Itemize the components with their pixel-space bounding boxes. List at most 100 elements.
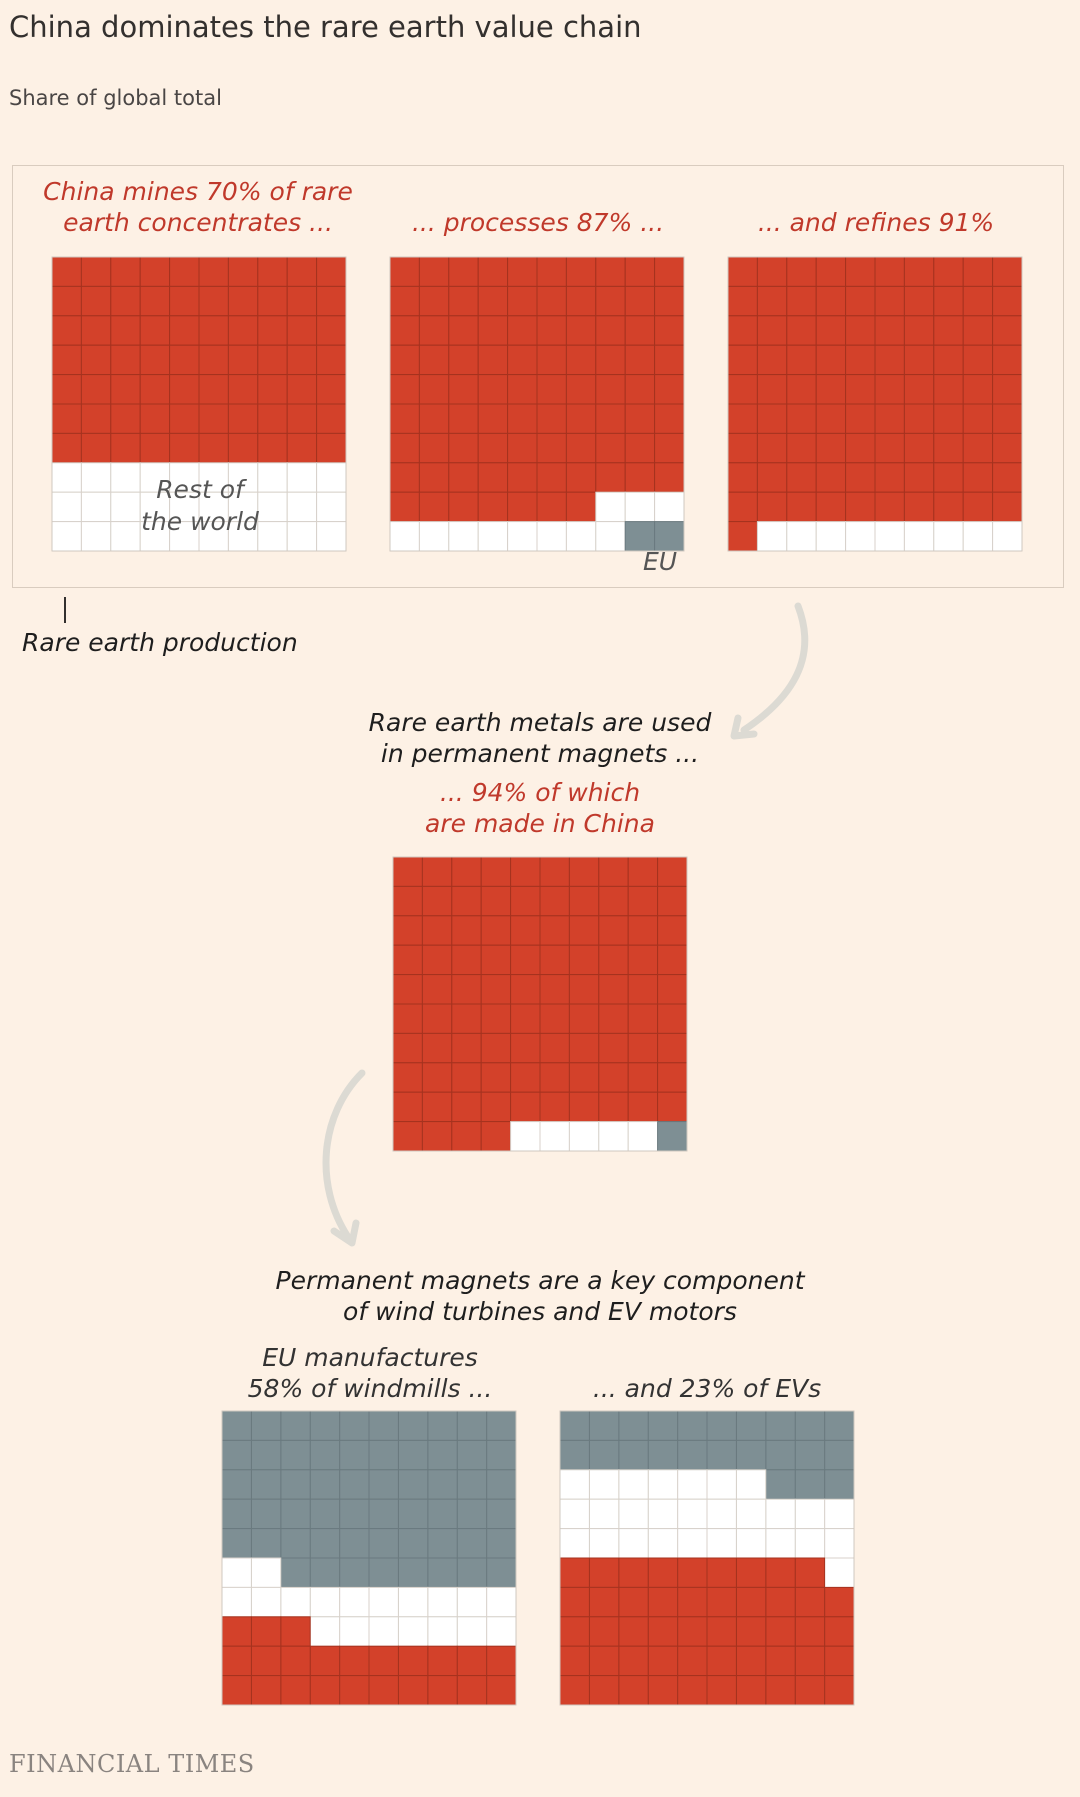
waffle-cell-china bbox=[510, 944, 541, 976]
waffle-cell-rest-of-the-world bbox=[568, 1121, 600, 1152]
production-panel bbox=[12, 165, 1064, 588]
waffle-cell-china bbox=[624, 462, 656, 493]
waffle-cell-china bbox=[392, 1032, 423, 1064]
curved-arrow-icon bbox=[322, 1069, 366, 1247]
waffle-cell-rest-of-the-world bbox=[510, 1121, 541, 1152]
waffle-cell-china bbox=[933, 403, 964, 434]
waffle-cell-rest-of-the-world bbox=[80, 462, 112, 493]
waffle-cell-china bbox=[309, 1645, 341, 1677]
waffle-cell-china bbox=[169, 432, 200, 464]
waffle-cell-china bbox=[598, 944, 629, 976]
waffle-cell-china bbox=[706, 1645, 737, 1677]
waffle-cell-china bbox=[536, 344, 567, 376]
waffle-cell-rest-of-the-world bbox=[427, 1616, 458, 1647]
waffle-cell-china bbox=[477, 374, 509, 405]
waffle-cell-eu bbox=[339, 1410, 370, 1441]
waffle-cell-china bbox=[397, 1675, 429, 1706]
waffle-cell-rest-of-the-world bbox=[139, 462, 171, 493]
waffle-cell-china bbox=[316, 285, 347, 317]
waffle-cell-china bbox=[389, 315, 420, 346]
waffle-border bbox=[392, 856, 688, 1152]
waffle-cell-china bbox=[647, 1645, 679, 1677]
waffle-cell-eu bbox=[794, 1439, 826, 1471]
waffle-cell-china bbox=[536, 403, 567, 434]
waffle-cell-rest-of-the-world bbox=[824, 1498, 855, 1530]
waffle-cell-china bbox=[221, 1616, 252, 1647]
waffle-cell-eu bbox=[368, 1557, 399, 1588]
waffle-cell-china bbox=[392, 974, 423, 1005]
waffle-cell-china bbox=[992, 256, 1023, 287]
waffle-cell-china bbox=[316, 315, 347, 346]
waffle-cell-china bbox=[477, 344, 509, 376]
waffle-cell-rest-of-the-world bbox=[706, 1498, 737, 1530]
waffle-cell-china bbox=[706, 1616, 737, 1647]
waffle-cell-china bbox=[480, 856, 512, 887]
waffle-cell-rest-of-the-world bbox=[735, 1528, 767, 1559]
waffle-cell-eu bbox=[647, 1439, 679, 1471]
waffle-cell-china bbox=[568, 1062, 600, 1093]
waffle-cell-china bbox=[933, 432, 964, 464]
waffle-cell-china bbox=[51, 432, 82, 464]
waffle-cell-china bbox=[480, 1121, 512, 1152]
waffle-cell-rest-of-the-world bbox=[397, 1586, 429, 1618]
waffle-cell-rest-of-the-world bbox=[559, 1528, 590, 1559]
waffle-cell-china bbox=[962, 462, 994, 493]
waffle-cell-eu bbox=[397, 1469, 429, 1500]
waffle-cell-china bbox=[903, 285, 935, 317]
waffle-cell-rest-of-the-world bbox=[110, 521, 141, 552]
waffle-cell-rest-of-the-world bbox=[765, 1498, 796, 1530]
waffle-cell-rest-of-the-world bbox=[756, 521, 788, 552]
waffle-cell-china bbox=[815, 374, 847, 405]
waffle-cell-china bbox=[80, 256, 112, 287]
waffle-cell-china bbox=[539, 1032, 570, 1064]
waffle-cell-china bbox=[389, 432, 420, 464]
waffle-cell-china bbox=[286, 315, 318, 346]
waffle-cell-china bbox=[257, 256, 288, 287]
waffle-cell-china bbox=[539, 974, 570, 1005]
waffle-cell-china bbox=[510, 1062, 541, 1093]
waffle-cell-china bbox=[451, 1091, 482, 1123]
waffle-cell-china bbox=[456, 1645, 488, 1677]
waffle-cell-rest-of-the-world bbox=[80, 491, 112, 523]
waffle-cell-rest-of-the-world bbox=[677, 1498, 708, 1530]
waffle-cell-eu bbox=[824, 1410, 855, 1441]
waffle-cell-china bbox=[286, 403, 318, 434]
waffle-cell-eu bbox=[486, 1469, 517, 1500]
waffle-cell-eu bbox=[309, 1498, 341, 1530]
waffle-cell-china bbox=[565, 256, 597, 287]
waffle-cell-china bbox=[624, 432, 656, 464]
waffle-cell-china bbox=[110, 256, 141, 287]
waffle-cell-china bbox=[992, 432, 1023, 464]
waffle-cell-china bbox=[536, 256, 567, 287]
rest-of-world-label: Rest of the world bbox=[141, 475, 259, 536]
waffle-cell-china bbox=[286, 256, 318, 287]
waffle-cell-china bbox=[169, 374, 200, 405]
magnets-intro: Rare earth metals are used in permanent … bbox=[368, 708, 712, 768]
waffle-cell-china bbox=[539, 1091, 570, 1123]
waffle-cell-china bbox=[507, 432, 538, 464]
waffle-cell-china bbox=[657, 1003, 688, 1034]
waffle-cell-china bbox=[568, 944, 600, 976]
waffle-cell-china bbox=[727, 285, 758, 317]
waffle-cell-eu bbox=[618, 1439, 649, 1471]
waffle-chart-mining bbox=[51, 256, 347, 552]
waffle-cell-rest-of-the-world bbox=[539, 1121, 570, 1152]
waffle-cell-eu bbox=[280, 1557, 311, 1588]
waffle-cell-china bbox=[221, 1675, 252, 1706]
waffle-cell-china bbox=[480, 1032, 512, 1064]
waffle-cell-china bbox=[765, 1557, 796, 1588]
waffle-cell-china bbox=[765, 1586, 796, 1618]
waffle-cell-china bbox=[598, 915, 629, 946]
waffle-cell-rest-of-the-world bbox=[221, 1586, 252, 1618]
waffle-cell-china bbox=[727, 315, 758, 346]
waffle-cell-rest-of-the-world bbox=[845, 521, 876, 552]
waffle-cell-china bbox=[536, 374, 567, 405]
waffle-cell-china bbox=[477, 462, 509, 493]
waffle-cell-china bbox=[786, 374, 817, 405]
waffle-cell-rest-of-the-world bbox=[250, 1557, 282, 1588]
waffle-cell-rest-of-the-world bbox=[477, 521, 509, 552]
waffle-cell-china bbox=[657, 1062, 688, 1093]
waffle-cell-eu bbox=[368, 1498, 399, 1530]
waffle-cell-china bbox=[451, 1121, 482, 1152]
waffle-cell-rest-of-the-world bbox=[706, 1469, 737, 1500]
